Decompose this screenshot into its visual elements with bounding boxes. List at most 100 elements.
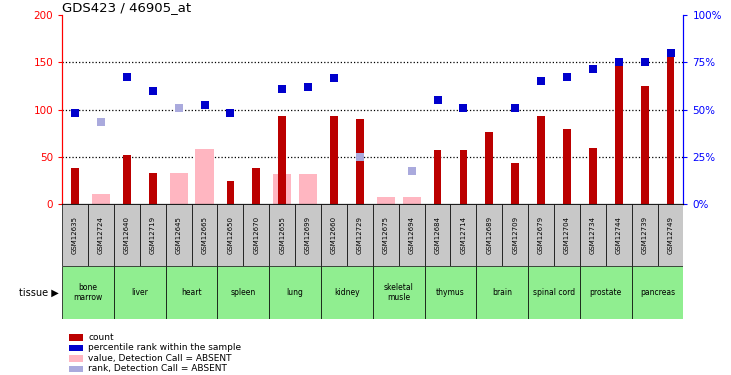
FancyBboxPatch shape bbox=[114, 266, 166, 319]
FancyBboxPatch shape bbox=[347, 204, 373, 266]
Text: GSM12704: GSM12704 bbox=[564, 216, 570, 254]
FancyBboxPatch shape bbox=[658, 204, 683, 266]
FancyBboxPatch shape bbox=[321, 266, 373, 319]
Text: pancreas: pancreas bbox=[640, 288, 675, 297]
Bar bbox=[273, 174, 291, 204]
Text: spinal cord: spinal cord bbox=[533, 288, 575, 297]
FancyBboxPatch shape bbox=[554, 204, 580, 266]
Text: rank, Detection Call = ABSENT: rank, Detection Call = ABSENT bbox=[88, 364, 227, 374]
Text: GSM12734: GSM12734 bbox=[590, 216, 596, 254]
Text: GSM12650: GSM12650 bbox=[227, 216, 233, 254]
Text: GSM12640: GSM12640 bbox=[124, 216, 130, 254]
FancyBboxPatch shape bbox=[62, 204, 88, 266]
FancyBboxPatch shape bbox=[269, 204, 295, 266]
Text: GSM12699: GSM12699 bbox=[305, 216, 311, 254]
Point bbox=[276, 86, 288, 92]
FancyBboxPatch shape bbox=[450, 204, 477, 266]
FancyBboxPatch shape bbox=[114, 204, 140, 266]
Point bbox=[69, 110, 81, 116]
Bar bbox=[589, 148, 596, 204]
FancyBboxPatch shape bbox=[192, 204, 218, 266]
Text: GSM12675: GSM12675 bbox=[383, 216, 389, 254]
FancyBboxPatch shape bbox=[528, 266, 580, 319]
Point bbox=[354, 154, 366, 160]
FancyBboxPatch shape bbox=[632, 204, 658, 266]
Text: spleen: spleen bbox=[231, 288, 256, 297]
Bar bbox=[330, 116, 338, 204]
Text: GSM12665: GSM12665 bbox=[202, 216, 208, 254]
Point bbox=[664, 50, 676, 56]
FancyBboxPatch shape bbox=[218, 266, 269, 319]
Text: GSM12719: GSM12719 bbox=[150, 216, 156, 254]
FancyBboxPatch shape bbox=[243, 204, 269, 266]
Bar bbox=[123, 155, 131, 204]
Point bbox=[639, 59, 651, 65]
Text: lung: lung bbox=[287, 288, 303, 297]
Text: GDS423 / 46905_at: GDS423 / 46905_at bbox=[62, 1, 192, 14]
Bar bbox=[356, 119, 364, 204]
Point bbox=[173, 105, 184, 111]
Text: prostate: prostate bbox=[590, 288, 622, 297]
Point bbox=[224, 110, 236, 116]
FancyBboxPatch shape bbox=[580, 204, 606, 266]
Text: GSM12709: GSM12709 bbox=[512, 216, 518, 254]
Text: brain: brain bbox=[492, 288, 512, 297]
Text: GSM12724: GSM12724 bbox=[98, 216, 104, 254]
Point bbox=[406, 168, 417, 174]
Point bbox=[535, 78, 547, 84]
Text: percentile rank within the sample: percentile rank within the sample bbox=[88, 344, 241, 352]
Bar bbox=[563, 129, 571, 204]
Text: GSM12670: GSM12670 bbox=[254, 216, 260, 254]
FancyBboxPatch shape bbox=[606, 204, 632, 266]
Text: skeletal
musle: skeletal musle bbox=[384, 283, 414, 302]
FancyBboxPatch shape bbox=[88, 204, 114, 266]
Text: tissue ▶: tissue ▶ bbox=[19, 288, 58, 297]
Point bbox=[328, 75, 340, 81]
Point bbox=[121, 74, 133, 80]
FancyBboxPatch shape bbox=[269, 266, 321, 319]
FancyBboxPatch shape bbox=[502, 204, 528, 266]
Bar bbox=[170, 173, 188, 204]
FancyBboxPatch shape bbox=[140, 204, 166, 266]
Bar bbox=[376, 197, 395, 204]
FancyBboxPatch shape bbox=[373, 204, 398, 266]
Text: GSM12714: GSM12714 bbox=[461, 216, 466, 254]
Text: GSM12635: GSM12635 bbox=[72, 216, 78, 254]
FancyBboxPatch shape bbox=[62, 266, 114, 319]
Text: GSM12689: GSM12689 bbox=[486, 216, 492, 254]
Text: GSM12679: GSM12679 bbox=[538, 216, 544, 254]
Bar bbox=[195, 150, 213, 204]
Text: GSM12744: GSM12744 bbox=[616, 216, 622, 254]
Bar bbox=[641, 86, 648, 204]
FancyBboxPatch shape bbox=[398, 204, 425, 266]
FancyBboxPatch shape bbox=[218, 204, 243, 266]
Text: GSM12694: GSM12694 bbox=[409, 216, 414, 254]
Point bbox=[432, 97, 444, 103]
Text: GSM12660: GSM12660 bbox=[331, 216, 337, 254]
Point bbox=[587, 66, 599, 72]
Text: GSM12729: GSM12729 bbox=[357, 216, 363, 254]
Bar bbox=[537, 116, 545, 204]
FancyBboxPatch shape bbox=[166, 266, 218, 319]
Point bbox=[302, 84, 314, 90]
Text: thymus: thymus bbox=[436, 288, 465, 297]
Text: GSM12645: GSM12645 bbox=[175, 216, 181, 254]
Text: GSM12749: GSM12749 bbox=[667, 216, 673, 254]
Text: GSM12739: GSM12739 bbox=[642, 216, 648, 254]
FancyBboxPatch shape bbox=[295, 204, 321, 266]
Text: heart: heart bbox=[181, 288, 202, 297]
Text: bone
marrow: bone marrow bbox=[73, 283, 102, 302]
Bar bbox=[92, 194, 110, 204]
Text: GSM12655: GSM12655 bbox=[279, 216, 285, 254]
Point bbox=[510, 105, 521, 111]
Bar bbox=[403, 197, 421, 204]
FancyBboxPatch shape bbox=[373, 266, 425, 319]
Bar bbox=[511, 163, 519, 204]
Bar bbox=[667, 50, 675, 204]
Bar bbox=[149, 173, 156, 204]
Point bbox=[561, 74, 573, 80]
Bar bbox=[485, 132, 493, 204]
Bar bbox=[71, 168, 79, 204]
Text: liver: liver bbox=[132, 288, 148, 297]
Bar bbox=[433, 150, 442, 204]
